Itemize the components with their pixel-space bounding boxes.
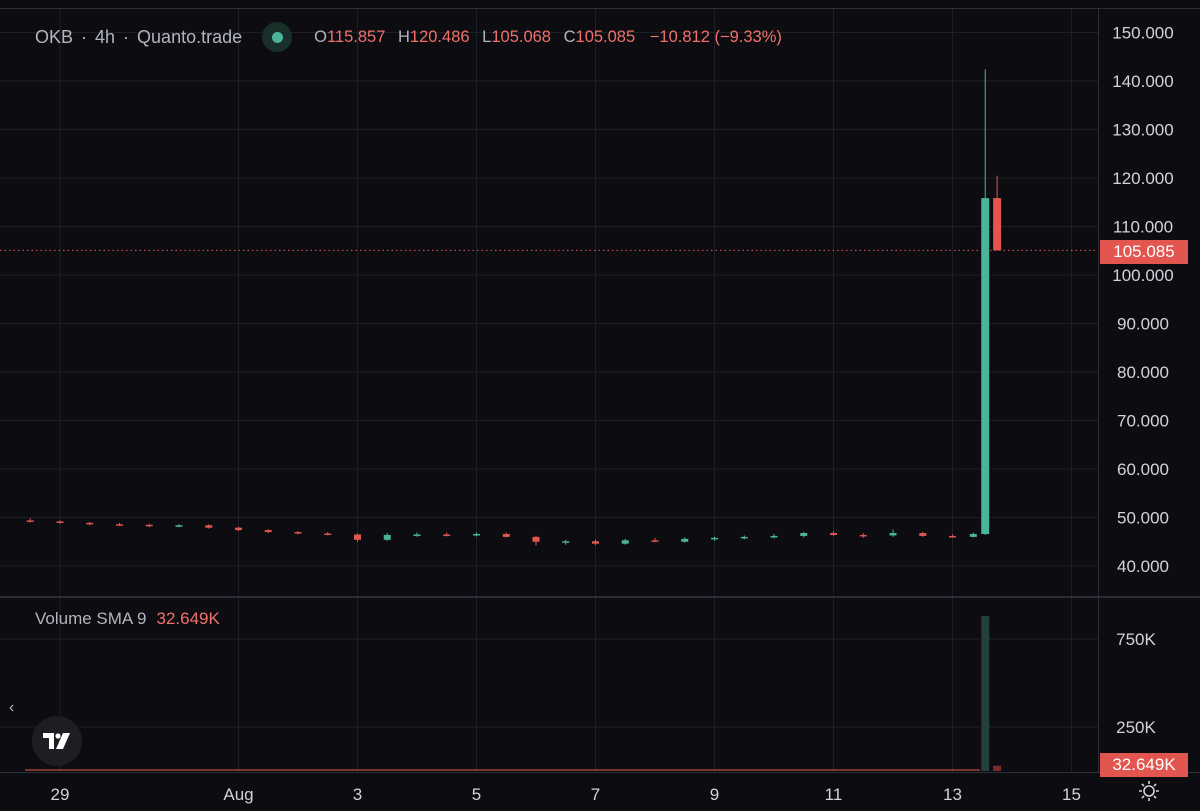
candle-body [175,525,183,527]
exchange-label: Quanto.trade [137,26,243,47]
price-axis-label: 70.000 [1117,412,1169,431]
chart-legend: OKB · 4h · Quanto.trade O115.857 H120.48… [35,22,782,52]
candle-body [413,534,421,536]
candle-body [145,524,153,527]
chevron-left-icon[interactable]: ‹ [9,699,15,716]
time-axis-label: 5 [472,785,481,804]
time-axis-label: 29 [51,785,70,804]
legend-separator: · [81,26,88,47]
legend-separator: · [123,26,130,47]
interval-label[interactable]: 4h [95,26,116,47]
time-axis-label: 13 [943,785,962,804]
symbol-label[interactable]: OKB [35,26,74,47]
change-value: −10.812 (−9.33%) [649,27,782,46]
price-axis-label: 60.000 [1117,460,1169,479]
candle-body [56,521,64,523]
time-axis-label: 11 [825,785,843,804]
candle-body [621,540,629,544]
price-axis-label: 110.000 [1113,218,1173,237]
candle-body [235,527,242,531]
candle-body [800,533,808,536]
time-axis-label: 15 [1062,785,1081,804]
price-axis-label: 90.000 [1117,315,1169,334]
price-axis-label: 150.000 [1112,24,1173,43]
candle-body [264,530,272,533]
candle-body [740,536,748,539]
volume-legend-value: 32.649K [156,609,220,628]
candle-body [830,533,837,535]
low-value: 105.068 [491,27,551,46]
volume-bar [981,616,990,771]
market-status-dot-icon[interactable] [262,22,293,52]
volume-legend[interactable]: Volume SMA 9 32.649K [35,609,220,629]
candle-body [770,535,778,538]
time-axis-label: Aug [223,785,253,804]
candle-body [562,541,570,543]
candle-body [889,533,897,536]
candle-body [116,524,123,526]
high-label: H [397,27,410,46]
open-label: O [314,27,327,46]
volume-axis-label: 750K [1116,630,1156,649]
candle-body [859,534,867,537]
candle-body [532,536,540,542]
price-axis-label: 130.000 [1112,121,1173,140]
candle-body [651,540,659,542]
candle-body [205,525,213,528]
candle-body [919,533,927,536]
price-axis-label: 100.000 [1112,266,1173,285]
candle-body [711,537,718,540]
open-value: 115.857 [326,27,386,46]
candle-body [993,198,1002,251]
price-axis-label: 40.000 [1117,557,1169,576]
time-axis-label: 9 [710,785,719,804]
candle-body [294,532,302,534]
volume-legend-label: Volume SMA 9 [35,609,147,628]
close-value: 105.085 [575,27,636,46]
volume-sma-tag: 32.649K [1100,753,1188,777]
candle-body [324,533,332,536]
ohlc-values: O115.857 H120.486 L105.068 C105.085 −10.… [314,28,782,47]
low-label: L [482,27,492,46]
candle-body [443,534,451,536]
time-axis-label: 3 [353,785,362,804]
price-axis-label: 140.000 [1112,72,1173,91]
candle-body [354,534,361,540]
close-label: C [563,27,576,46]
candle-body [26,520,34,522]
settings-gear-icon[interactable] [1137,779,1161,808]
price-axis-label: 120.000 [1112,169,1173,188]
price-axis-label: 50.000 [1117,509,1169,528]
price-axis-label: 80.000 [1117,363,1169,382]
candle-body [502,533,510,537]
candle-body [949,535,956,538]
last-price-tag: 105.085 [1100,240,1188,264]
candle-body [681,538,689,542]
candle-body [473,533,480,536]
candle-body [592,541,599,544]
volume-axis-label: 250K [1116,718,1156,737]
tradingview-logo-icon[interactable] [32,716,82,766]
candle-body [981,198,990,534]
candle-body [86,522,94,525]
time-axis-label: 7 [591,785,600,804]
volume-bar [993,765,1002,771]
candle-body [969,533,977,537]
candle-body [383,534,391,540]
high-value: 120.486 [409,27,470,46]
